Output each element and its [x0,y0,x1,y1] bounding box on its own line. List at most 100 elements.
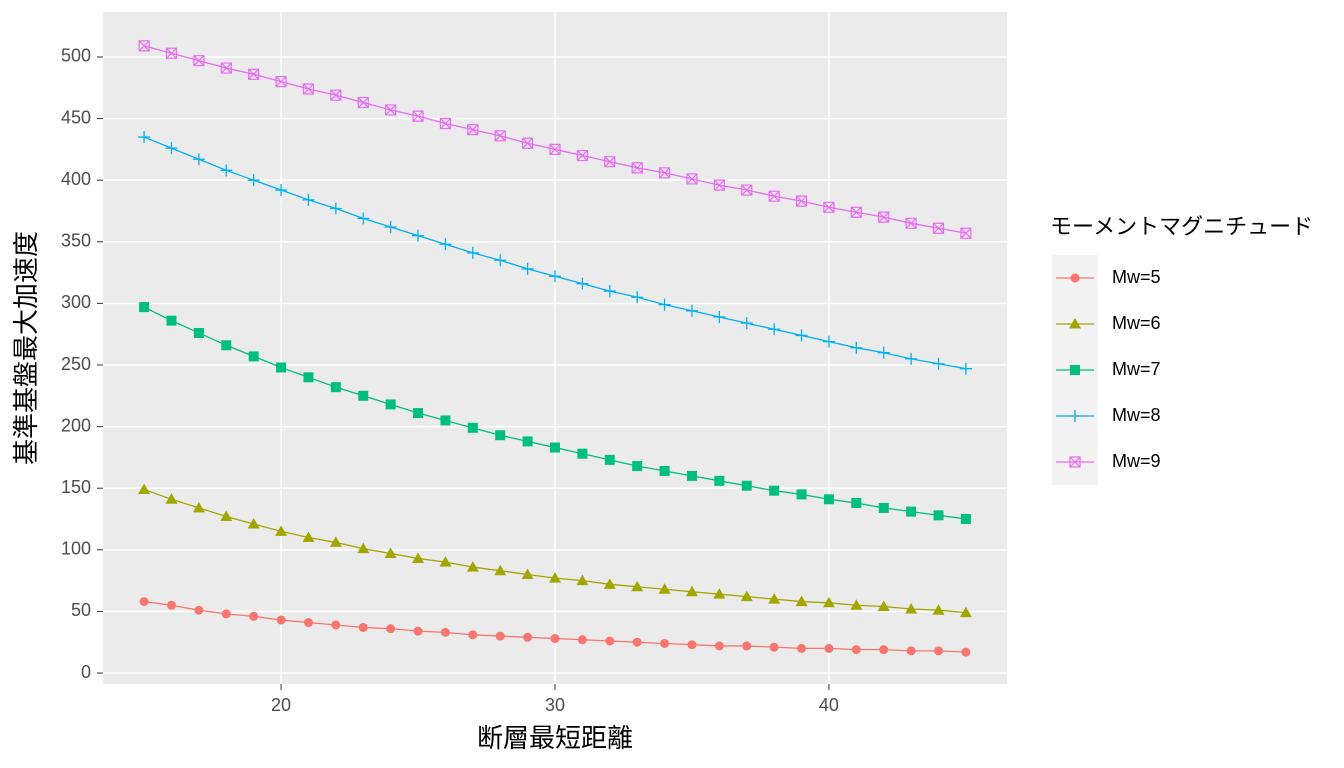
point [741,480,752,491]
point [521,262,534,275]
point [138,131,151,144]
point [960,514,971,525]
point [877,600,890,611]
point [768,323,781,336]
point [467,422,478,433]
point [384,547,397,559]
point [495,631,505,641]
point [742,641,752,651]
point [331,620,341,630]
point [932,222,945,234]
point [686,173,698,185]
point [713,310,726,323]
point [221,340,232,351]
point [220,62,232,74]
point [439,238,452,251]
point [247,517,260,529]
point [959,606,972,618]
point [933,510,944,521]
point [549,572,561,583]
point [385,104,397,116]
legend-marker [1069,410,1081,422]
point [384,221,397,234]
point [576,574,589,586]
point [138,40,150,52]
point [248,351,259,362]
point [797,643,807,653]
point [604,156,616,168]
point [165,493,178,504]
y-tick-label: 0 [81,662,91,682]
point [658,298,671,311]
point [494,254,507,267]
point [412,110,424,122]
point [194,605,204,615]
x-tick-label: 30 [545,695,565,715]
point [275,76,287,88]
point [740,590,753,602]
point [330,89,342,101]
point [604,454,615,465]
point [330,382,341,393]
point [357,542,370,554]
point [550,634,560,644]
point [494,130,506,142]
point [713,588,726,599]
point [440,415,451,426]
y-tick-label: 200 [61,415,91,435]
point [357,212,370,225]
point [166,315,177,326]
point [302,531,315,543]
point [824,643,834,653]
point [850,341,863,354]
point [466,561,479,572]
point [686,470,697,481]
legend-title: モーメントマグニチュード [1050,214,1313,239]
point [439,556,452,567]
point [550,442,560,453]
legend-label: Mw=5 [1112,267,1161,287]
point [276,362,287,373]
point [741,184,753,196]
point [165,142,178,155]
point [658,167,671,179]
point [468,630,478,640]
point [495,430,506,441]
point [412,229,425,242]
y-tick-label: 50 [71,600,91,620]
point [877,346,890,359]
point [795,595,808,607]
point [660,638,670,648]
point [740,317,753,330]
point [906,646,916,656]
point [905,217,917,229]
point [138,483,151,494]
point [685,304,698,317]
legend-label: Mw=8 [1112,405,1161,425]
point [193,327,204,338]
point [303,372,314,383]
point [631,162,643,174]
point [878,502,889,513]
point [603,578,616,589]
point [878,211,890,223]
point [768,593,781,604]
point [412,552,425,563]
point [249,611,259,621]
point [247,174,260,187]
point [329,536,342,547]
point [139,597,149,607]
point [850,206,862,218]
point [358,390,369,401]
point [714,475,725,486]
point [960,227,972,239]
point [605,636,615,646]
point [713,179,725,191]
point [659,465,670,476]
y-tick-label: 500 [61,46,91,66]
point [932,357,945,370]
point [685,585,698,597]
legend-marker [1069,456,1081,468]
point [494,564,507,576]
